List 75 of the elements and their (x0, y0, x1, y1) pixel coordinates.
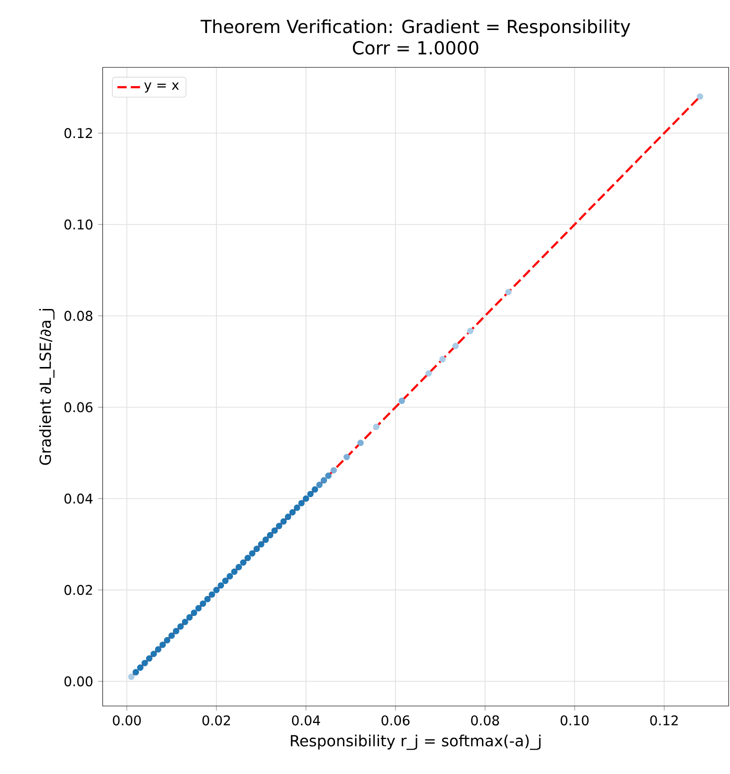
legend-label: y = x (144, 82, 179, 93)
point (284, 514, 292, 520)
x-tick-label: 0.04 (292, 715, 320, 726)
point (204, 596, 211, 602)
x-tick-label: 0.02 (202, 715, 230, 726)
point (208, 591, 216, 598)
y-tick-label: 0.12 (64, 128, 92, 138)
point (222, 578, 229, 584)
point (186, 614, 193, 621)
point (307, 490, 314, 498)
point (240, 559, 246, 566)
x-tick-label: 0.10 (560, 715, 589, 726)
point (302, 495, 310, 502)
y-tick-label: 0.04 (64, 494, 93, 504)
y-tick-label: 0.10 (64, 219, 92, 230)
point (452, 342, 459, 350)
point (172, 628, 180, 634)
point (226, 573, 234, 580)
y-tick-label: 0.00 (64, 676, 92, 686)
point (373, 424, 380, 430)
point (254, 546, 260, 552)
point (168, 632, 175, 639)
x-tick-label: 0.06 (382, 715, 410, 726)
point (325, 472, 332, 479)
point (320, 477, 328, 484)
point (467, 328, 474, 334)
point (696, 93, 704, 100)
x-tick-label: 0.08 (471, 715, 499, 726)
point (280, 518, 287, 525)
point (213, 586, 220, 594)
point (276, 522, 282, 530)
point (195, 605, 202, 612)
point (316, 482, 323, 488)
y-tick-label: 0.08 (64, 310, 92, 321)
point (200, 600, 206, 607)
x-axis-title: Responsibility r_j = softmax(-a)_j (290, 734, 541, 750)
point (177, 623, 184, 630)
point (231, 568, 238, 575)
point (398, 398, 405, 404)
point (142, 660, 148, 666)
point (289, 509, 296, 516)
point (244, 554, 251, 562)
point (294, 504, 300, 511)
point (439, 356, 446, 362)
x-tick-label: 0.00 (112, 715, 141, 726)
point (425, 370, 432, 377)
point (218, 582, 224, 589)
point (190, 610, 198, 616)
point (154, 646, 162, 653)
point (132, 668, 140, 676)
point (266, 532, 274, 538)
point (258, 541, 264, 548)
chart-title: Theorem Verification: Gradient = Responsibility (200, 19, 630, 37)
point (137, 664, 144, 671)
point (150, 650, 157, 658)
point (262, 536, 269, 543)
point (128, 674, 135, 680)
point (164, 637, 170, 644)
y-tick-label: 0.06 (64, 402, 92, 412)
point (298, 500, 305, 506)
y-tick-label: 0.02 (64, 584, 92, 595)
point (146, 655, 152, 662)
point (182, 618, 188, 626)
y-axis-title: Gradient ∂L_LSE/∂a_j (39, 309, 54, 465)
chart-subtitle: Corr = 1.0000 (352, 41, 478, 55)
point (271, 527, 278, 534)
point (236, 564, 242, 570)
point (249, 550, 256, 557)
point (505, 288, 512, 296)
point (312, 486, 318, 493)
x-tick-label: 0.12 (650, 715, 678, 726)
point (357, 440, 364, 446)
point (159, 642, 166, 648)
point (330, 467, 337, 474)
point (344, 454, 350, 460)
